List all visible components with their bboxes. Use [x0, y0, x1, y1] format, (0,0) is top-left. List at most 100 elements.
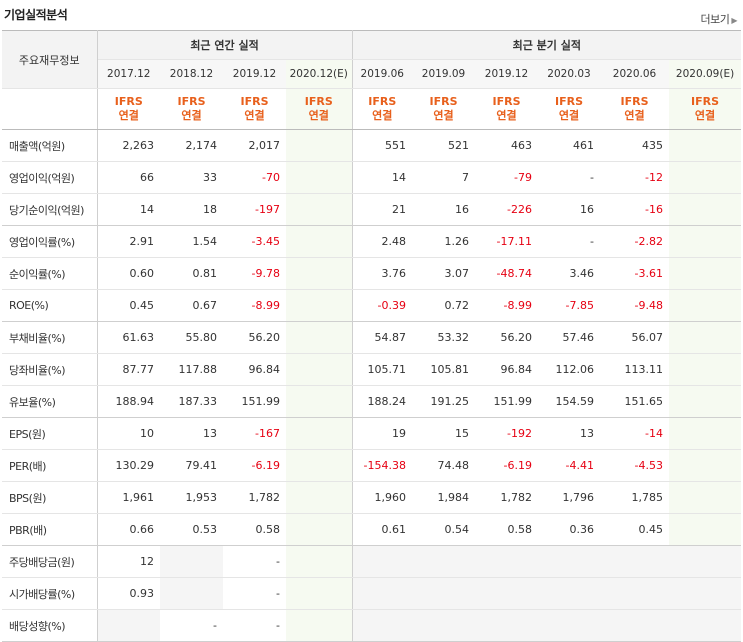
value-cell: 0.45 [97, 289, 160, 322]
value-cell: 1,961 [97, 481, 160, 514]
value-cell [352, 545, 413, 578]
value-cell: 12 [97, 545, 160, 578]
value-cell: 188.24 [352, 385, 413, 418]
value-cell: -70 [223, 161, 286, 194]
value-cell: -192 [475, 417, 539, 450]
value-cell: 1,953 [160, 481, 223, 514]
value-cell: 105.81 [412, 353, 476, 386]
value-cell: 14 [352, 161, 413, 194]
value-cell [412, 609, 476, 642]
value-cell: 7 [412, 161, 476, 194]
value-cell: 61.63 [97, 321, 160, 354]
value-cell: 3.07 [412, 257, 476, 290]
value-cell: 13 [160, 417, 223, 450]
value-cell: 0.36 [538, 513, 601, 546]
value-cell [600, 545, 670, 578]
row-label: 영업이익률(%) [2, 225, 98, 258]
row-label: ROE(%) [2, 289, 98, 322]
period-header-annual-3: 2020.12(E) [286, 59, 353, 89]
value-cell: 3.46 [538, 257, 601, 290]
value-cell [286, 289, 353, 322]
row-label: 매출액(억원) [2, 129, 98, 162]
value-cell [160, 577, 223, 610]
value-cell: 2.91 [97, 225, 160, 258]
value-cell: 87.77 [97, 353, 160, 386]
table-row: 영업이익(억원) 66 33 -70 14 7 -79- -12 [2, 161, 742, 194]
ifrs-label-quarter-4: IFRS 연결 [600, 88, 670, 130]
value-cell: 0.61 [352, 513, 413, 546]
row-label: 당좌비율(%) [2, 353, 98, 386]
value-cell: 33 [160, 161, 223, 194]
value-cell: - [223, 545, 286, 578]
ifrs-label-quarter-3: IFRS 연결 [538, 88, 601, 130]
table-row: 당좌비율(%) 87.77 117.88 96.84 105.71 105.81 96.84… [2, 353, 742, 386]
value-cell [286, 385, 353, 418]
value-cell: 191.25 [412, 385, 476, 418]
corner-ifrs-cell [2, 88, 98, 130]
table-row: ROE(%) 0.45 0.67 -8.99 -0.39 0.72 -8.99 -7.85 -9… [2, 289, 742, 322]
value-cell [600, 577, 670, 610]
value-cell: 16 [538, 193, 601, 226]
value-cell: -3.61 [600, 257, 670, 290]
value-cell: 151.99 [223, 385, 286, 418]
value-cell: -4.41 [538, 449, 601, 482]
row-label: 유보율(%) [2, 385, 98, 418]
value-cell: -9.48 [600, 289, 670, 322]
value-cell: 56.07 [600, 321, 670, 354]
value-cell [669, 225, 742, 258]
value-cell [286, 257, 353, 290]
ifrs-label-quarter-2: IFRS 연결 [475, 88, 539, 130]
ifrs-bottom: 연결 [372, 109, 393, 122]
value-cell: -3.45 [223, 225, 286, 258]
value-cell [412, 577, 476, 610]
value-cell: -197 [223, 193, 286, 226]
value-cell: 1.54 [160, 225, 223, 258]
ifrs-label-annual-3: IFRS 연결 [286, 88, 353, 130]
value-cell: 117.88 [160, 353, 223, 386]
value-cell: 1,785 [600, 481, 670, 514]
value-cell: 16 [412, 193, 476, 226]
value-cell: -17.11 [475, 225, 539, 258]
value-cell: 113.11 [600, 353, 670, 386]
table-row: 부채비율(%) 61.63 55.80 56.20 54.87 53.32 56.20 57.… [2, 321, 742, 354]
row-label: 주당배당금(원) [2, 545, 98, 578]
more-link[interactable]: 더보기 ▶ [700, 11, 737, 27]
table-row: 유보율(%) 188.94 187.33 151.99 188.24 191.25 151.… [2, 385, 742, 418]
period-header-annual-1: 2018.12 [160, 59, 223, 89]
ifrs-label-quarter-5: IFRS 연결 [669, 88, 742, 130]
value-cell: 1,984 [412, 481, 476, 514]
value-cell [286, 225, 353, 258]
value-cell [669, 257, 742, 290]
value-cell: -8.99 [223, 289, 286, 322]
value-cell [669, 353, 742, 386]
value-cell: 105.71 [352, 353, 413, 386]
value-cell [286, 417, 353, 450]
value-cell [669, 385, 742, 418]
value-cell [669, 513, 742, 546]
ifrs-top: IFRS [177, 95, 206, 108]
value-cell: 79.41 [160, 449, 223, 482]
value-cell [669, 449, 742, 482]
value-cell: 18 [160, 193, 223, 226]
value-cell [352, 609, 413, 642]
period-header-annual-0: 2017.12 [97, 59, 160, 89]
row-label: 순이익률(%) [2, 257, 98, 290]
value-cell: 2,174 [160, 129, 223, 162]
value-cell [669, 577, 742, 610]
value-cell [600, 609, 670, 642]
value-cell: 0.60 [97, 257, 160, 290]
value-cell [286, 513, 353, 546]
row-label: 영업이익(억원) [2, 161, 98, 194]
value-cell: 0.67 [160, 289, 223, 322]
value-cell [352, 577, 413, 610]
value-cell [475, 609, 539, 642]
value-cell [286, 577, 353, 610]
value-cell: - [223, 577, 286, 610]
corner-header: 주요재무정보 [2, 30, 98, 89]
table-row: EPS(원) 10 13 -167 19 15 -192 13 -14 [2, 417, 742, 450]
more-link-label[interactable]: 더보기 [700, 13, 730, 26]
value-cell [475, 545, 539, 578]
value-cell: 1,782 [475, 481, 539, 514]
row-label: BPS(원) [2, 481, 98, 514]
